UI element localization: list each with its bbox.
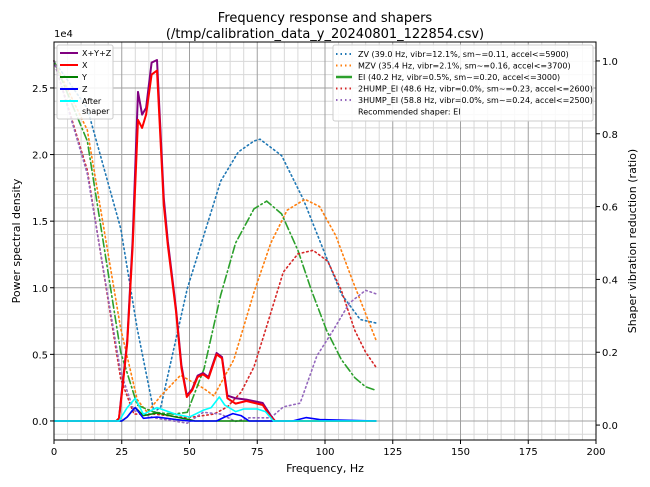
x-tick-label: 200 bbox=[586, 447, 605, 458]
y2-axis-label: Shaper vibration reduction (ratio) bbox=[626, 149, 639, 333]
legend-psd-label: X bbox=[82, 61, 88, 70]
legend-shapers: ZV (39.0 Hz, vibr=12.1%, sm~=0.11, accel… bbox=[332, 44, 594, 122]
y-tick-label: 0.0 bbox=[32, 417, 48, 428]
legend-shaper-label: 2HUMP_EI (48.6 Hz, vibr=0.0%, sm~=0.23, … bbox=[358, 85, 593, 94]
x-axis-label: Frequency, Hz bbox=[286, 462, 364, 475]
legend-psd-label: X+Y+Z bbox=[82, 49, 112, 58]
x-tick-label: 25 bbox=[115, 447, 128, 458]
shaper-line-4 bbox=[53, 60, 378, 425]
psd-line-1 bbox=[54, 69, 377, 422]
y-tick-label: 1.0 bbox=[32, 284, 48, 295]
x-tick-label: 50 bbox=[183, 447, 196, 458]
recommended-shaper-label: Recommended shaper: EI bbox=[358, 108, 461, 117]
legend-shaper-label: EI (40.2 Hz, vibr=0.5%, sm~=0.20, accel<… bbox=[358, 73, 560, 82]
y-axis-label: Power spectral density bbox=[10, 178, 23, 303]
legend-psd-label: Y bbox=[81, 73, 87, 82]
legend-psd-label: Z bbox=[82, 85, 88, 94]
x-tick-label: 75 bbox=[251, 447, 264, 458]
x-tick-label: 100 bbox=[315, 447, 334, 458]
chart-title: Frequency response and shapers bbox=[218, 11, 433, 26]
legend-shaper-label: ZV (39.0 Hz, vibr=12.1%, sm~=0.11, accel… bbox=[358, 50, 569, 59]
legend-psd-label: After bbox=[82, 97, 102, 106]
x-tick-label: 175 bbox=[519, 447, 538, 458]
y2-tick-label: 0.8 bbox=[602, 130, 618, 141]
legend-psd-label: shaper bbox=[82, 107, 110, 116]
y2-tick-label: 1.0 bbox=[602, 57, 618, 68]
y2-tick-label: 0.6 bbox=[602, 203, 618, 214]
x-tick-label: 125 bbox=[383, 447, 402, 458]
legend-shapers-box bbox=[332, 44, 594, 122]
y-tick-label: 0.5 bbox=[32, 350, 48, 361]
y-tick-label: 1.5 bbox=[32, 217, 48, 228]
x-tick-label: 0 bbox=[51, 447, 57, 458]
x-tick-label: 150 bbox=[451, 447, 470, 458]
y-scale-label: 1e4 bbox=[54, 29, 73, 40]
psd-line-4 bbox=[54, 396, 377, 422]
legend-shaper-label: 3HUMP_EI (58.8 Hz, vibr=0.0%, sm~=0.24, … bbox=[358, 96, 593, 105]
y2-tick-label: 0.4 bbox=[602, 275, 618, 286]
y2-tick-label: 0.2 bbox=[602, 348, 618, 359]
y-tick-label: 2.0 bbox=[32, 151, 48, 162]
y-tick-label: 2.5 bbox=[32, 84, 48, 95]
legend-shaper-label: MZV (35.4 Hz, vibr=2.1%, sm~=0.16, accel… bbox=[358, 62, 571, 71]
chart-subtitle: (/tmp/calibration_data_y_20240801_122854… bbox=[166, 27, 484, 42]
y2-tick-label: 0.0 bbox=[602, 421, 618, 432]
